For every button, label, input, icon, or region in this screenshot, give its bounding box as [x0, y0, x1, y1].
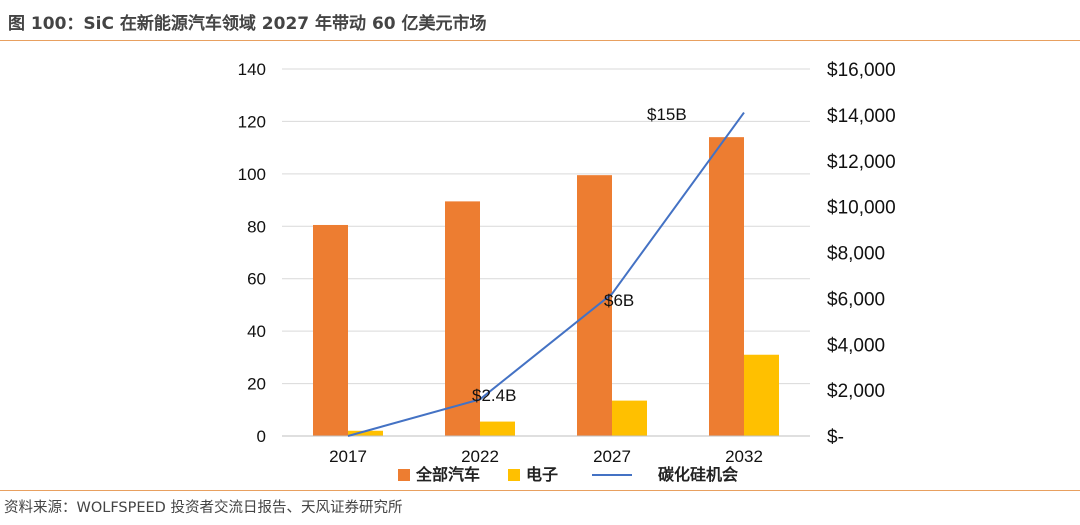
left-axis-tick-label: 140 [238, 60, 266, 79]
bar-all-vehicles [709, 137, 744, 436]
title-divider [0, 40, 1080, 41]
x-axis-tick-label: 2032 [725, 447, 763, 466]
source-note: 资料来源：WOLFSPEED 投资者交流日报告、天风证券研究所 [4, 500, 403, 516]
figure-title: 图 100：SiC 在新能源汽车领域 2027 年带动 60 亿美元市场 [8, 14, 487, 34]
legend-swatch-all-vehicles [398, 469, 410, 481]
bar-electronics [612, 400, 647, 436]
x-axis-tick-label: 2017 [329, 447, 367, 466]
data-label-2027: $6B [604, 291, 634, 310]
legend-label-all-vehicles: 全部汽车 [415, 465, 480, 484]
x-axis-tick-label: 2022 [461, 447, 499, 466]
x-axis-tick-label: 2027 [593, 447, 631, 466]
left-axis-tick-label: 120 [238, 112, 266, 131]
data-label-2022: $2.4B [472, 386, 516, 405]
sic-market-chart: 0 20 40 60 80 100 120 140 $- $2,000 $4,000 $6,000 $8… [238, 60, 896, 484]
bar-electronics [348, 430, 383, 436]
legend-swatch-electronics [508, 469, 520, 481]
right-axis-tick-label: $6,000 [827, 289, 885, 310]
bar-all-vehicles [445, 201, 480, 436]
left-axis-tick-label: 20 [247, 375, 266, 394]
source-divider [0, 490, 1080, 491]
left-axis-tick-label: 100 [238, 165, 266, 184]
sic-opportunity-line [347, 111, 745, 437]
left-axis-tick-label: 40 [247, 322, 266, 341]
right-axis-tick-label: $- [827, 427, 844, 448]
legend-label-sic-opportunity: 碳化硅机会 [658, 465, 738, 484]
right-axis-tick-label: $14,000 [827, 106, 896, 127]
bar-electronics [744, 354, 779, 436]
bar-electronics [480, 421, 515, 436]
left-axis-tick-label: 0 [257, 427, 266, 446]
right-axis-tick-label: $2,000 [827, 381, 885, 402]
right-axis-tick-label: $16,000 [827, 60, 896, 81]
right-axis-tick-label: $10,000 [827, 198, 896, 219]
right-axis-tick-label: $12,000 [827, 152, 896, 173]
bar-all-vehicles [313, 224, 348, 436]
bar-all-vehicles [577, 175, 612, 437]
data-label-2032: $15B [647, 105, 687, 124]
legend-label-electronics: 电子 [526, 465, 558, 484]
left-axis-tick-label: 60 [247, 270, 266, 289]
right-axis-tick-label: $4,000 [827, 335, 885, 356]
right-axis-tick-label: $8,000 [827, 244, 885, 265]
left-axis-tick-label: 80 [247, 217, 266, 236]
